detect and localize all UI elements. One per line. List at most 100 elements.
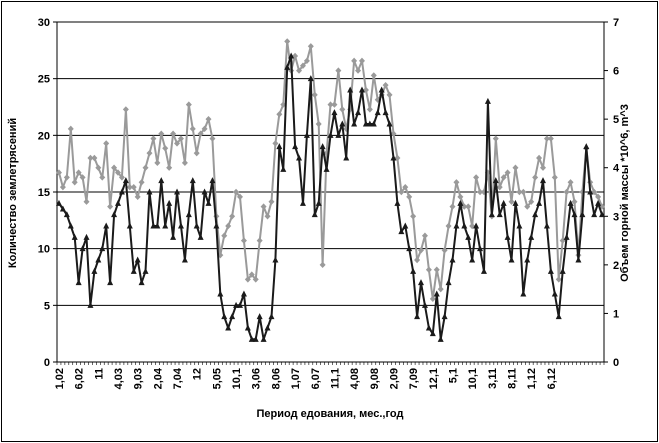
data-point-right [540, 164, 547, 171]
data-point-left [492, 177, 499, 184]
data-point-left [272, 256, 279, 263]
data-point-left [571, 211, 578, 218]
data-point-right [244, 276, 251, 283]
x-tick-label: 11,1 [329, 368, 341, 389]
data-point-right [390, 130, 397, 137]
data-point-left [378, 86, 385, 93]
data-point-left [421, 301, 428, 308]
data-point-left [158, 177, 165, 184]
data-point-left [575, 256, 582, 263]
data-point-right [134, 193, 141, 201]
data-point-left [532, 211, 539, 218]
data-point-left [355, 109, 362, 116]
data-point-right [240, 237, 247, 244]
data-point-right [394, 154, 401, 162]
data-point-left [512, 199, 519, 206]
data-point-left [185, 211, 192, 218]
y-tick-label: 0 [44, 357, 50, 369]
data-point-left [299, 199, 306, 206]
x-axis-title: Период едования, мес.,год [257, 408, 404, 420]
data-point-left [469, 256, 476, 263]
y2-tick-label: 7 [613, 17, 619, 29]
data-point-left [193, 222, 200, 229]
data-point-left [79, 245, 86, 252]
data-point-right [500, 174, 507, 181]
x-tick-label: 2,04 [152, 367, 164, 389]
data-point-left [288, 52, 295, 59]
data-point-right [465, 203, 472, 210]
data-point-left [181, 256, 188, 263]
data-point-right [229, 213, 236, 220]
data-point-left [67, 222, 74, 229]
data-point-left [536, 199, 543, 206]
data-point-right [555, 276, 562, 283]
x-tick-label: 9,08 [369, 368, 381, 389]
data-point-left [126, 222, 133, 229]
data-point-left [504, 233, 511, 240]
data-point-right [142, 164, 149, 171]
data-point-left [323, 165, 330, 172]
data-point-left [563, 233, 570, 240]
data-point-right [158, 130, 165, 137]
x-tick-label: 4,08 [349, 368, 361, 389]
data-point-left [339, 120, 346, 127]
data-point-right [496, 183, 503, 191]
series [55, 38, 606, 342]
data-point-right [418, 247, 425, 254]
data-point-left [91, 267, 98, 274]
data-point-right [284, 38, 291, 45]
data-point-left [366, 120, 373, 127]
data-point-right [114, 169, 121, 176]
x-tick-label: 5,05 [211, 368, 223, 389]
x-tick-label: 3,11 [487, 368, 499, 389]
data-point-right [524, 203, 531, 210]
data-point-right [571, 198, 578, 205]
data-point-right [177, 135, 184, 142]
data-point-left [508, 256, 515, 263]
data-point-right [579, 188, 586, 196]
data-point-right [532, 174, 539, 181]
x-tick-label: 11 [93, 368, 105, 380]
data-point-left [496, 211, 503, 218]
data-point-left [567, 199, 574, 206]
data-point-left [209, 177, 216, 184]
y-axis-title: Количество землетрясений [7, 118, 19, 268]
data-point-left [319, 143, 326, 150]
data-point-left [449, 256, 456, 263]
data-point-right [457, 193, 464, 201]
data-point-right [55, 169, 62, 176]
data-point-left [95, 256, 102, 263]
data-point-right [433, 266, 440, 273]
data-point-left [374, 109, 381, 116]
axes [53, 21, 608, 365]
data-point-right [233, 188, 240, 196]
data-point-right [547, 135, 554, 142]
data-point-left [595, 199, 602, 206]
data-point-right [111, 164, 118, 171]
data-point-left [331, 109, 338, 116]
data-point-right [414, 256, 421, 264]
data-point-right [79, 174, 86, 181]
data-point-left [75, 279, 82, 286]
data-point-right [95, 164, 102, 171]
data-point-left [138, 279, 145, 286]
data-point-right [107, 203, 114, 210]
x-tick-label: 1,02 [54, 368, 66, 389]
x-tick-label: 4,03 [113, 368, 125, 389]
y-tick-label: 20 [38, 130, 50, 142]
data-point-left [453, 222, 460, 229]
data-point-right [87, 154, 94, 162]
data-point-right [358, 57, 365, 65]
data-point-left [358, 86, 365, 93]
data-point-right [126, 183, 133, 191]
data-point-left [311, 211, 318, 218]
data-point-left [59, 205, 66, 212]
data-point-left [418, 279, 425, 286]
data-point-right [382, 81, 389, 89]
data-point-right [138, 179, 145, 186]
data-point-right [351, 57, 358, 65]
data-point-left [201, 188, 208, 195]
data-point-left [264, 324, 271, 331]
x-tick-label: 1,12 [526, 368, 538, 389]
data-point-left [465, 233, 472, 240]
